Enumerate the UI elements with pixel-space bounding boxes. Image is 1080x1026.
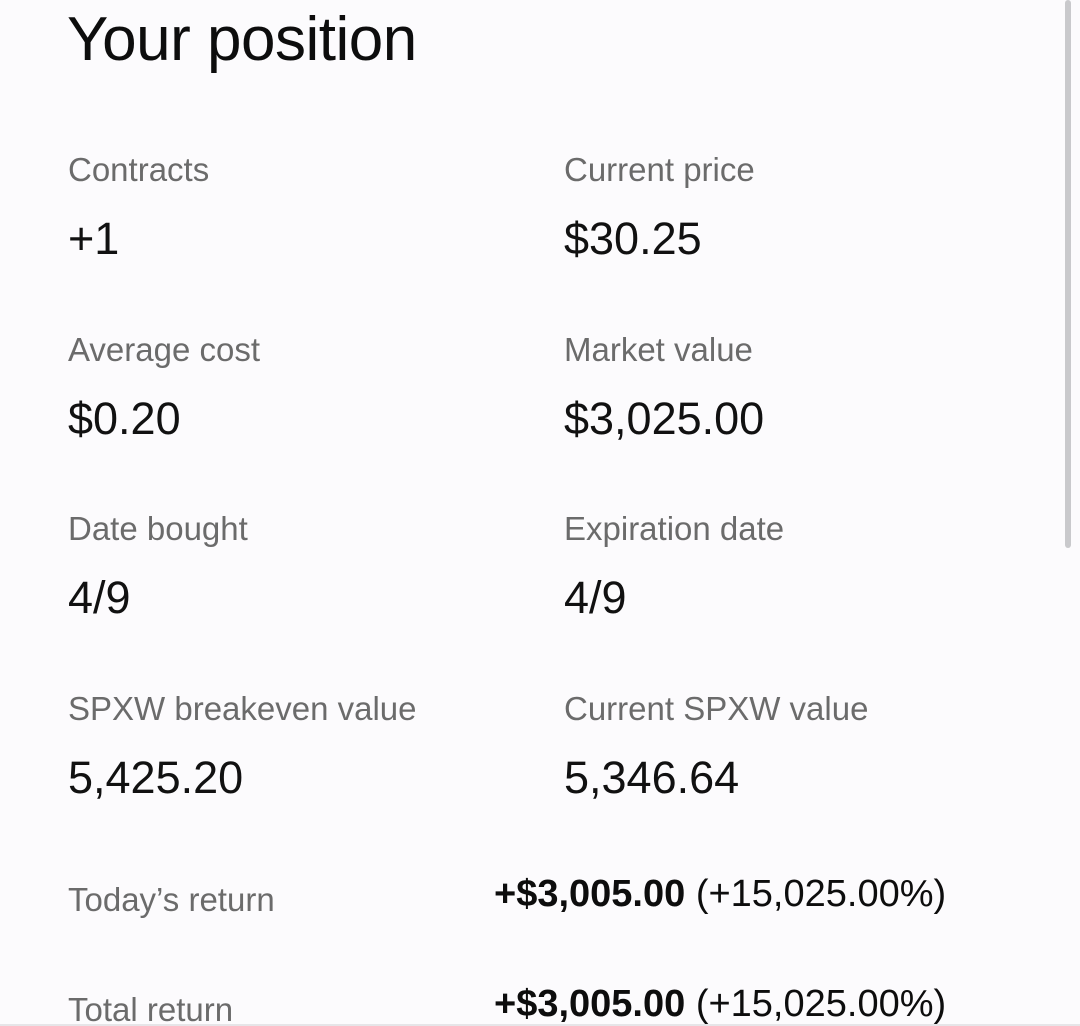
contracts-field: Contracts +1 [68,153,508,261]
current-spxw-value: 5,346.64 [564,752,740,803]
bottom-divider [0,1024,1080,1026]
current-spxw-field: Current SPXW value 5,346.64 [564,692,1004,800]
market-value-label: Market value [564,331,753,368]
expiration-date-field: Expiration date 4/9 [564,512,1004,620]
todays-return-row: Today’s return +$3,005.00 (+15,025.00%) [68,875,1028,925]
average-cost-label: Average cost [68,331,261,368]
total-return-amount: +$3,005.00 [494,983,686,1025]
date-bought-value: 4/9 [68,572,131,623]
todays-return-percent: (+15,025.00%) [695,873,947,915]
current-spxw-label: Current SPXW value [564,690,869,727]
date-bought-label: Date bought [68,510,248,547]
date-bought-field: Date bought 4/9 [68,512,508,620]
expiration-date-label: Expiration date [564,510,785,547]
breakeven-label: SPXW breakeven value [68,690,417,727]
page-title: Your position [67,5,417,74]
average-cost-field: Average cost $0.20 [68,333,508,441]
current-price-label: Current price [564,151,755,188]
average-cost-value: $0.20 [68,393,181,444]
todays-return-label: Today’s return [68,881,275,918]
breakeven-field: SPXW breakeven value 5,425.20 [68,692,508,800]
market-value-field: Market value $3,025.00 [564,333,1004,441]
contracts-label: Contracts [68,151,210,188]
breakeven-value: 5,425.20 [68,752,244,803]
market-value-value: $3,025.00 [564,393,765,444]
current-price-field: Current price $30.25 [564,153,1004,261]
total-return-value: +$3,005.00 (+15,025.00%) [494,985,946,1023]
total-return-row: Total return +$3,005.00 (+15,025.00%) [68,985,1028,1026]
total-return-percent: (+15,025.00%) [695,983,947,1025]
todays-return-amount: +$3,005.00 [494,873,686,915]
total-return-label: Total return [68,991,234,1026]
current-price-value: $30.25 [564,213,702,264]
expiration-date-value: 4/9 [564,572,627,623]
todays-return-value: +$3,005.00 (+15,025.00%) [494,875,946,913]
contracts-value: +1 [68,213,120,264]
vertical-scrollbar[interactable] [1065,0,1071,548]
